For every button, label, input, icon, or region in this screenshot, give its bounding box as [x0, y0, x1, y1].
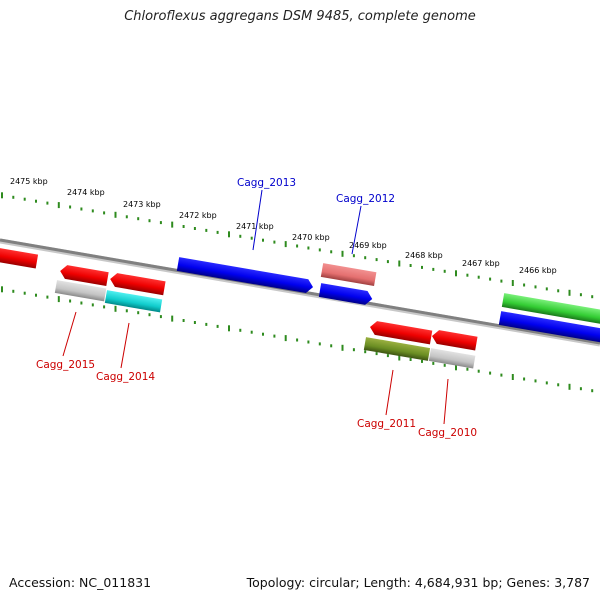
gene-feature-cagg-2011-fwd[interactable]	[369, 320, 433, 345]
leader-cagg-2012	[351, 205, 362, 255]
gene-feature-cagg-2011[interactable]	[363, 337, 431, 361]
gene-feature-red-left-edge[interactable]	[0, 247, 39, 269]
tick-label: 2468 kbp	[405, 251, 443, 260]
leader-cagg-2014	[120, 322, 130, 369]
gene-feature-cagg-2013[interactable]	[176, 257, 314, 294]
gene-feature-cagg-2012[interactable]	[320, 263, 377, 287]
gene-label-cagg-2015[interactable]: Cagg_2015	[36, 359, 95, 371]
tick-label: 2474 kbp	[67, 188, 105, 197]
position-ruler-top	[1, 192, 594, 299]
topology-label: Topology: circular; Length: 4,684,931 bp…	[246, 575, 590, 590]
gene-labels: Cagg_2013 Cagg_2012 Cagg_2015 Cagg_2014 …	[36, 177, 477, 439]
genome-title: Chloroflexus aggregans DSM 9485, complet…	[124, 9, 476, 24]
leader-cagg-2011	[385, 369, 394, 416]
gene-label-cagg-2011[interactable]: Cagg_2011	[357, 418, 416, 430]
gene-feature-cagg-2010-fwd[interactable]	[431, 329, 478, 351]
tick-label: 2469 kbp	[349, 241, 387, 250]
position-ruler-bottom	[1, 286, 594, 393]
tick-label: 2475 kbp	[10, 177, 48, 186]
gene-label-cagg-2014[interactable]: Cagg_2014	[96, 371, 155, 383]
label-leaders	[62, 189, 449, 425]
tick-labels: 2475 kbp 2474 kbp 2473 kbp 2472 kbp 2471 kbp…	[10, 177, 557, 275]
gene-feature-cagg-2015[interactable]	[54, 280, 107, 302]
gene-feature-cagg-2014[interactable]	[104, 290, 163, 313]
tick-label: 2470 kbp	[292, 233, 330, 242]
leader-cagg-2015	[62, 311, 77, 357]
gene-feature-green-right[interactable]	[501, 293, 600, 325]
leader-cagg-2010	[443, 378, 449, 425]
tick-label: 2472 kbp	[179, 211, 217, 220]
gene-track	[0, 247, 600, 369]
gene-feature-cagg-2010[interactable]	[428, 348, 476, 369]
leader-cagg-2013	[252, 189, 263, 251]
tick-label: 2471 kbp	[236, 222, 274, 231]
accession-label: Accession: NC_011831	[9, 575, 152, 590]
tick-label: 2466 kbp	[519, 266, 557, 275]
gene-feature-cagg-2014-fwd[interactable]	[109, 272, 166, 296]
gene-label-cagg-2013[interactable]: Cagg_2013	[237, 177, 296, 189]
gene-label-cagg-2010[interactable]: Cagg_2010	[418, 427, 477, 439]
gene-label-cagg-2012[interactable]: Cagg_2012	[336, 193, 395, 205]
gene-feature-blue-right[interactable]	[498, 311, 600, 343]
gene-feature-cagg-2015-fwd[interactable]	[59, 264, 109, 287]
tick-label: 2473 kbp	[123, 200, 161, 209]
tick-label: 2467 kbp	[462, 259, 500, 268]
gene-feature-blue-small[interactable]	[318, 283, 374, 306]
